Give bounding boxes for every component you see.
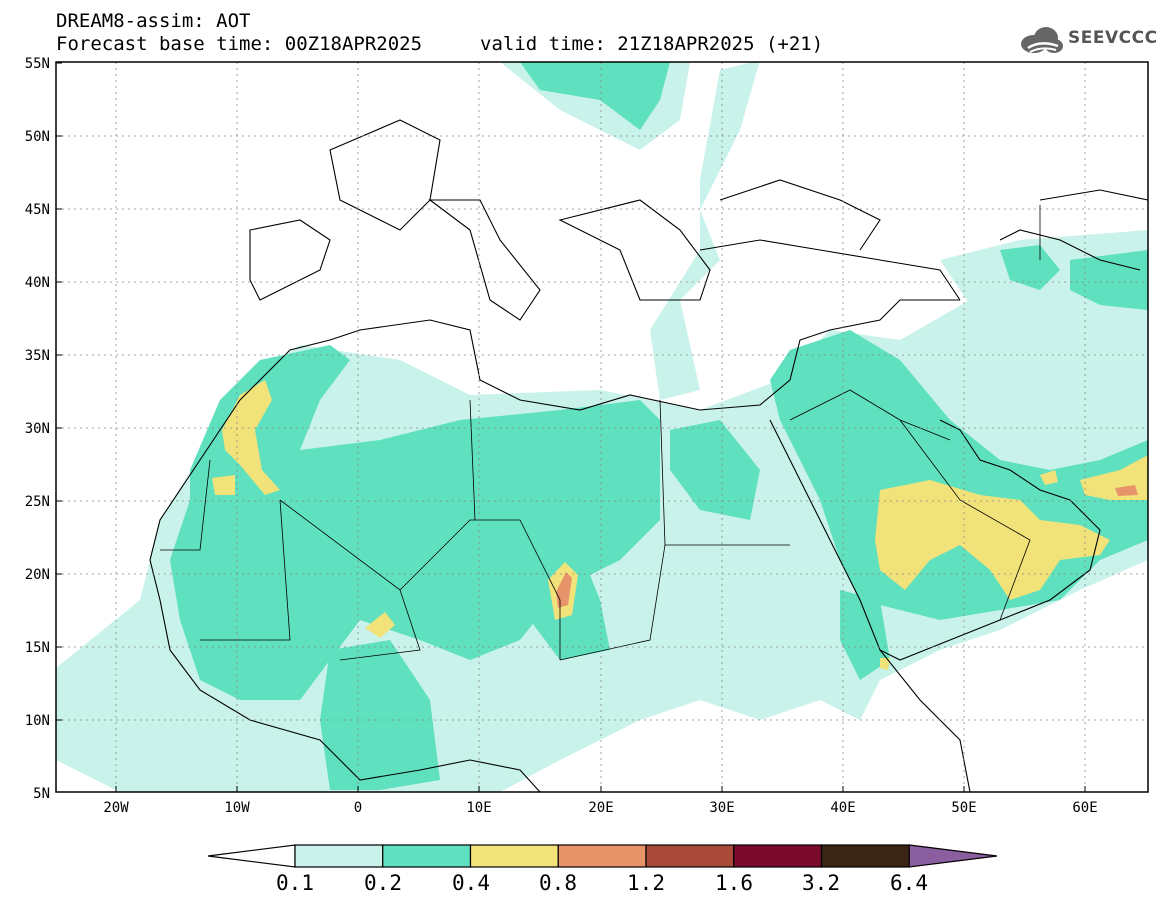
colorbar-label: 1.2 (627, 871, 665, 895)
logo-text: SEEVCCC (1068, 28, 1158, 48)
colorbar-swatch (645, 844, 735, 868)
lat-label: 35N (25, 348, 50, 364)
borders (160, 205, 1041, 661)
lat-label: 50N (25, 129, 50, 145)
colorbar-label: 0.4 (452, 871, 490, 895)
map-title: DREAM8-assim: AOT (56, 10, 251, 32)
axis-ticks (56, 62, 1086, 792)
colorbar-swatch (820, 844, 910, 868)
colorbar (207, 844, 998, 868)
aot-field-0.4 (212, 380, 1148, 670)
lat-label: 15N (25, 640, 50, 656)
lat-label: 5N (33, 786, 50, 802)
colorbar-label: 0.2 (364, 871, 402, 895)
colorbar-arrow-left (207, 844, 296, 868)
colorbar-arrow-right (908, 844, 998, 868)
lon-label: 30E (709, 800, 734, 816)
colorbar-label: 1.6 (715, 871, 753, 895)
lon-label: 0 (354, 800, 362, 816)
aot-field-0.8 (556, 485, 1138, 608)
lon-label: 20W (103, 800, 129, 816)
map-frame (55, 61, 1149, 793)
seevccc-logo: SEEVCCC (1018, 22, 1157, 58)
colorbar-swatch (469, 844, 559, 868)
lon-label: 20E (588, 800, 613, 816)
colorbar-label: 3.2 (802, 871, 840, 895)
graticule (56, 62, 1148, 792)
forecast-base-time: Forecast base time: 00Z18APR2025 (56, 33, 423, 55)
coastlines (149, 119, 1148, 792)
colorbar-label: 0.8 (539, 871, 577, 895)
colorbar-label: 0.1 (276, 871, 314, 895)
lat-label: 25N (25, 494, 50, 510)
lon-label: 60E (1072, 800, 1097, 816)
colorbar-swatch (294, 844, 384, 868)
lon-label: 40E (830, 800, 855, 816)
lat-label: 45N (25, 202, 50, 218)
lat-label: 30N (25, 421, 50, 437)
lat-label: 20N (25, 567, 50, 583)
lon-labels: 20W 10W 0 10E 20E 30E 40E 50E 60E (103, 800, 1097, 816)
lat-labels: 55N 50N 45N 40N 35N 30N 25N 20N 15N 10N … (25, 56, 50, 802)
valid-time: valid time: 21Z18APR2025 (+21) (480, 33, 824, 55)
lat-label: 40N (25, 275, 50, 291)
colorbar-label: 6.4 (890, 871, 928, 895)
aot-fields (56, 62, 1148, 792)
lon-label: 10E (466, 800, 491, 816)
lon-label: 10W (224, 800, 250, 816)
colorbar-swatch (382, 844, 472, 868)
lat-label: 10N (25, 713, 50, 729)
lon-label: 50E (951, 800, 976, 816)
cloud-icon (1021, 27, 1063, 53)
colorbar-swatch (557, 844, 647, 868)
colorbar-swatch (733, 844, 823, 868)
lat-label: 55N (25, 56, 50, 72)
